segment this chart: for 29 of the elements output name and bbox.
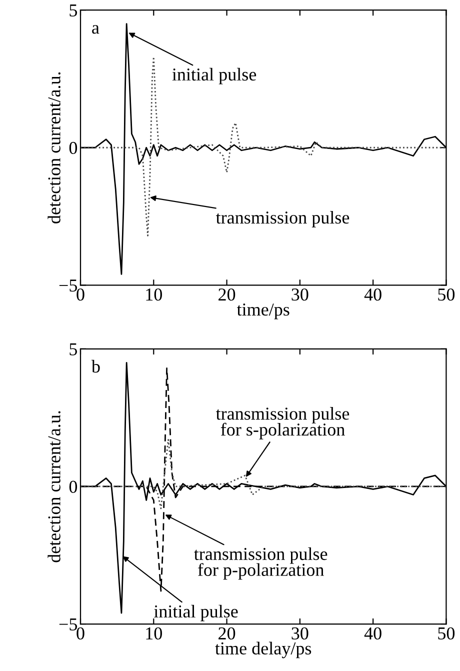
annotation: initial pulse [154, 604, 238, 622]
annotation: transmission pulse [216, 210, 350, 228]
annotation: transmission pulse for s-polarization [216, 407, 350, 440]
annotation: b [91, 360, 100, 373]
x-tick-label: 30 [292, 288, 308, 301]
x-tick-label: 50 [438, 627, 455, 640]
x-tick-label: 50 [438, 288, 455, 301]
x-tick-label: 40 [364, 627, 382, 640]
y-axis-title: detection current/a.u. [48, 72, 60, 224]
x-axis-title: time/ps [236, 304, 290, 320]
y-axis-title: detection current/a.u. [48, 411, 60, 562]
x-tick-label: 10 [146, 627, 162, 640]
annotation: transmission pulse for p-polarization [194, 547, 328, 580]
y-tick-label: 0 [69, 480, 78, 493]
y-tick-label: 5 [70, 4, 78, 17]
y-tick-label: −5 [59, 280, 78, 292]
x-tick-label: 10 [146, 288, 162, 301]
x-tick-label: 20 [218, 627, 236, 640]
line-series [80, 56, 446, 236]
y-tick-label: −5 [59, 618, 78, 630]
y-tick-label: 0 [69, 142, 78, 154]
x-tick-label: 30 [292, 627, 308, 640]
x-tick-label: 20 [218, 288, 236, 301]
y-tick-label: 5 [70, 343, 78, 356]
annotation: a [92, 25, 100, 34]
x-axis-title: time delay/ps [215, 642, 312, 658]
annotation: initial pulse [172, 68, 256, 84]
x-tick-label: 40 [364, 288, 382, 301]
line-series [80, 439, 446, 510]
